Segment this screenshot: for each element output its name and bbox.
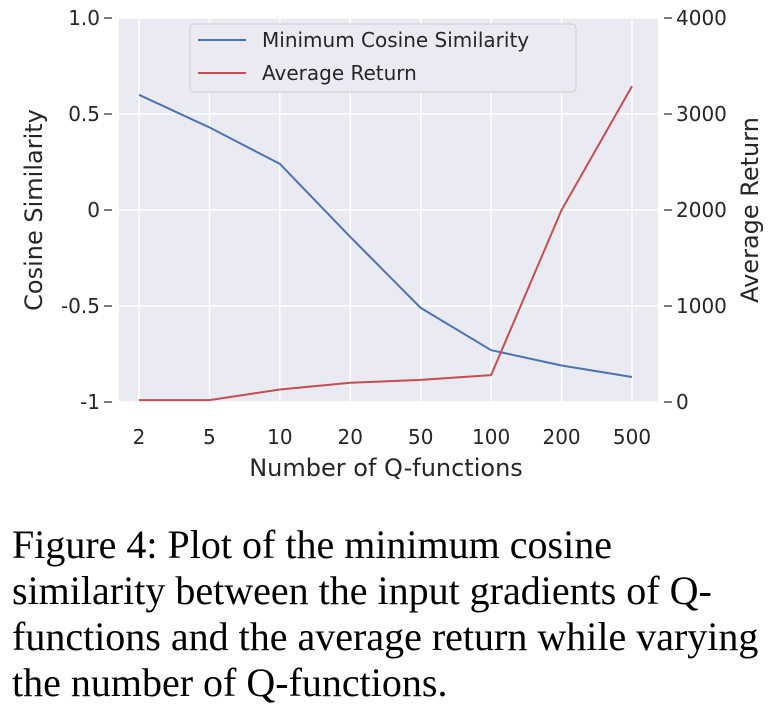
series-line-min-cosine <box>138 93 633 378</box>
y-axis-label-right: Average Return <box>736 117 764 303</box>
series-layer <box>138 85 633 402</box>
x-axis-label: Number of Q-functions <box>249 454 523 482</box>
x-tick-label: 20 <box>338 425 363 449</box>
x-tick-label: 200 <box>542 425 580 449</box>
y-right-tick-label: 2000 <box>676 198 727 222</box>
x-tick-label: 5 <box>203 425 216 449</box>
legend-box <box>189 23 577 93</box>
legend: Minimum Cosine Similarity Average Return <box>189 23 577 93</box>
y-right-tick-label: 4000 <box>676 6 727 30</box>
ticks-layer: 2 5 10 20 50 100 200 500 -1 -0.5 0 0.5 1.0 0 1000 2000 3… <box>61 6 727 449</box>
x-tick-label: 10 <box>267 425 292 449</box>
chart: 2 5 10 20 50 100 200 500 -1 -0.5 0 0.5 1.0 0 1000 2000 3… <box>20 6 764 482</box>
legend-label-min-cosine: Minimum Cosine Similarity <box>262 28 529 52</box>
x-tick-label: 2 <box>133 425 146 449</box>
figure-caption: Figure 4: Plot of the minimum cosine sim… <box>12 522 759 705</box>
y-left-tick-label: 0 <box>87 198 100 222</box>
y-right-tick-label: 0 <box>676 390 689 414</box>
y-right-tick-label: 1000 <box>676 294 727 318</box>
y-left-tick-label: -1 <box>80 390 100 414</box>
y-left-tick-label: -0.5 <box>61 294 100 318</box>
y-axis-label-left: Cosine Similarity <box>20 109 48 311</box>
x-tick-label: 100 <box>472 425 510 449</box>
y-left-tick-label: 0.5 <box>68 102 100 126</box>
y-right-tick-label: 3000 <box>676 102 727 126</box>
y-left-tick-label: 1.0 <box>68 6 100 30</box>
legend-label-average-return: Average Return <box>262 61 417 85</box>
series-line-average-return <box>139 85 633 402</box>
x-tick-label: 500 <box>613 425 651 449</box>
x-tick-label: 50 <box>408 425 433 449</box>
